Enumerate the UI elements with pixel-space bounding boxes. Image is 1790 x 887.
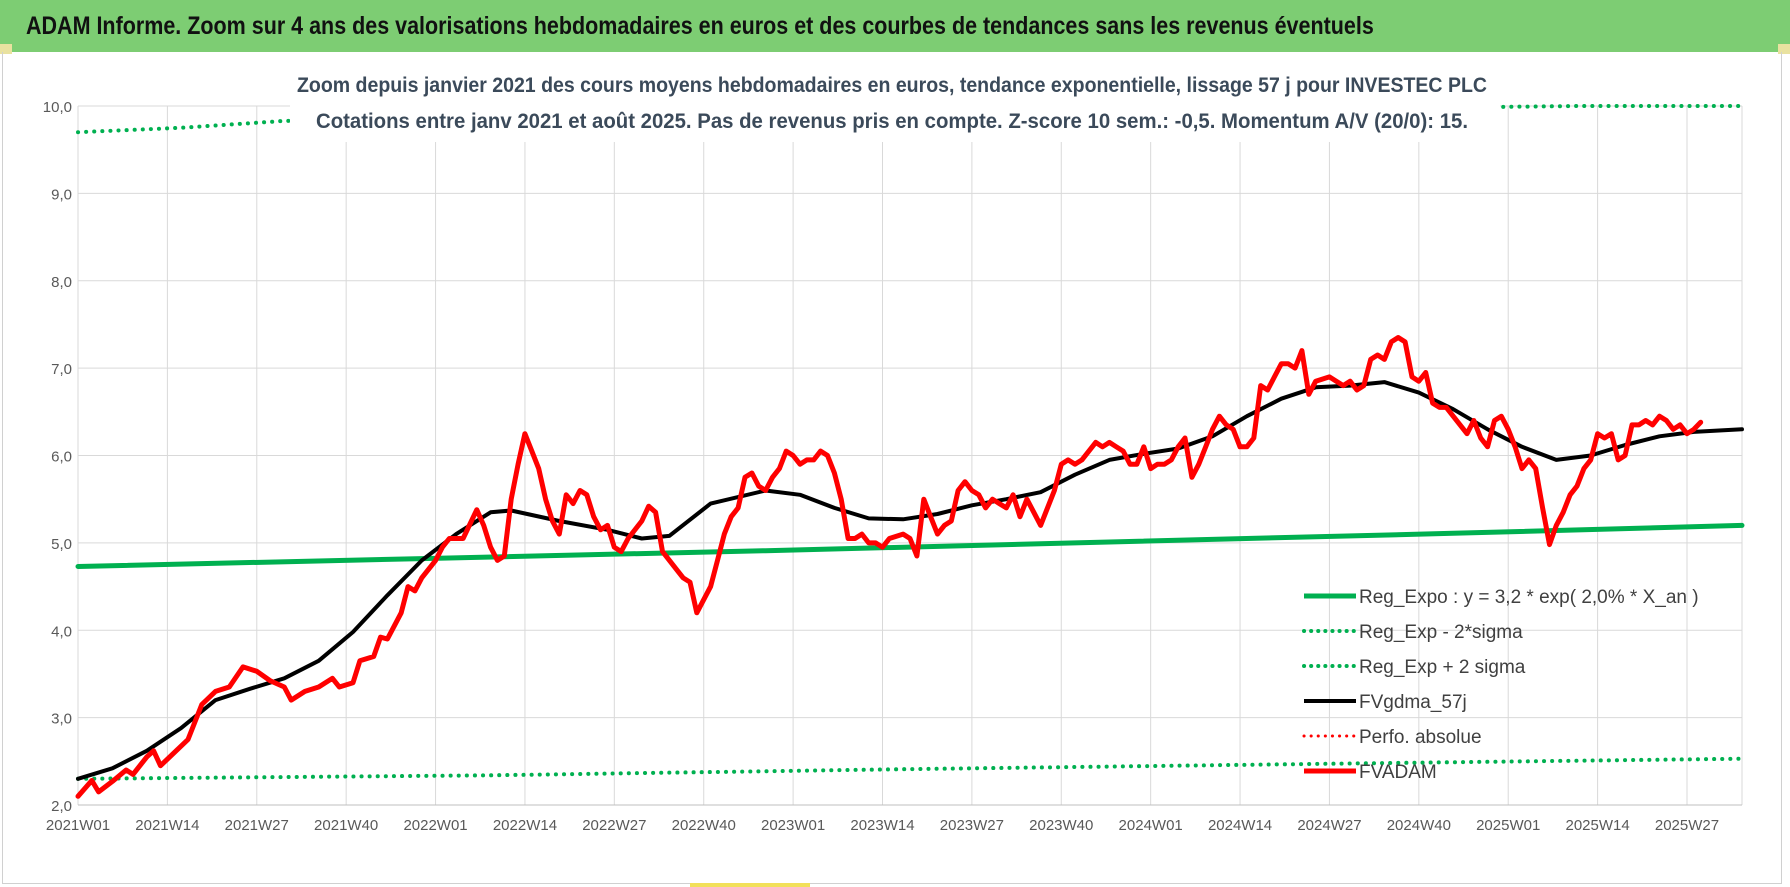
corner-marker-right — [1778, 44, 1790, 54]
chart-titles: Zoom depuis janvier 2021 des cours moyen… — [297, 74, 1487, 133]
y-tick-label: 8,0 — [51, 274, 72, 291]
legend-label: Reg_Exp - 2*sigma — [1359, 622, 1523, 643]
report-title: ADAM Informe. Zoom sur 4 ans des valoris… — [26, 12, 1374, 40]
x-tick-label: 2024W14 — [1208, 817, 1272, 834]
x-tick-label: 2022W01 — [403, 817, 467, 834]
series-line-3 — [76, 380, 1744, 781]
x-axis: 2021W01 2021W14 2021W27 2021W40 2022W01 2022W… — [46, 804, 1742, 834]
x-tick-label: 2021W14 — [135, 817, 199, 834]
x-tick-label: 2023W27 — [940, 817, 1004, 834]
series-line-5 — [75, 335, 1704, 799]
series-layer — [75, 72, 1745, 799]
y-tick-label: 6,0 — [51, 449, 72, 466]
chart-frame — [2, 52, 1782, 884]
x-tick-label: 2024W01 — [1119, 817, 1183, 834]
chart-subtitle: Cotations entre janv 2021 et août 2025. … — [316, 110, 1468, 133]
legend-label: Reg_Exp + 2 sigma — [1359, 657, 1526, 678]
x-tick-label: 2021W40 — [314, 817, 378, 834]
x-tick-label: 2022W40 — [672, 817, 736, 834]
y-axis: 2,0 3,0 4,0 5,0 6,0 7,0 8,0 9,0 10,0 — [43, 99, 72, 815]
chart-title: Zoom depuis janvier 2021 des cours moyen… — [297, 74, 1487, 97]
y-tick-label: 9,0 — [51, 186, 72, 203]
x-tick-label: 2024W27 — [1297, 817, 1361, 834]
report-header: ADAM Informe. Zoom sur 4 ans des valoris… — [0, 0, 1790, 52]
x-tick-label: 2022W27 — [582, 817, 646, 834]
legend-label: FVgdma_57j — [1359, 692, 1467, 713]
legend-label: Reg_Expo : y = 3,2 * exp( 2,0% * X_an ) — [1359, 587, 1699, 608]
x-tick-label: 2021W27 — [225, 817, 289, 834]
x-tick-label: 2023W40 — [1029, 817, 1093, 834]
series-line-2 — [76, 104, 1744, 135]
y-tick-label: 10,0 — [43, 99, 72, 116]
x-tick-label: 2025W01 — [1476, 817, 1540, 834]
legend-label: Perfo. absolue — [1359, 727, 1482, 748]
x-tick-label: 2025W27 — [1655, 817, 1719, 834]
series-line-0 — [75, 522, 1745, 569]
x-tick-label: 2024W40 — [1387, 817, 1451, 834]
corner-marker-left — [0, 44, 12, 54]
chart-legend: Reg_Expo : y = 3,2 * exp( 2,0% * X_an ) R… — [1302, 587, 1699, 783]
y-tick-label: 5,0 — [51, 536, 72, 553]
x-tick-label: 2021W01 — [46, 817, 110, 834]
x-tick-label: 2022W14 — [493, 817, 557, 834]
title-background — [290, 72, 1500, 142]
x-tick-label: 2023W14 — [850, 817, 914, 834]
x-tick-label: 2023W01 — [761, 817, 825, 834]
series-line-1 — [76, 756, 1744, 781]
y-tick-label: 4,0 — [51, 623, 72, 640]
y-tick-label: 2,0 — [51, 798, 72, 815]
y-tick-label: 7,0 — [51, 361, 72, 378]
chart-grid — [77, 105, 1743, 806]
legend-label: FVADAM — [1359, 762, 1437, 783]
bottom-marker — [690, 883, 810, 887]
y-tick-label: 3,0 — [51, 711, 72, 728]
x-tick-label: 2025W14 — [1565, 817, 1629, 834]
